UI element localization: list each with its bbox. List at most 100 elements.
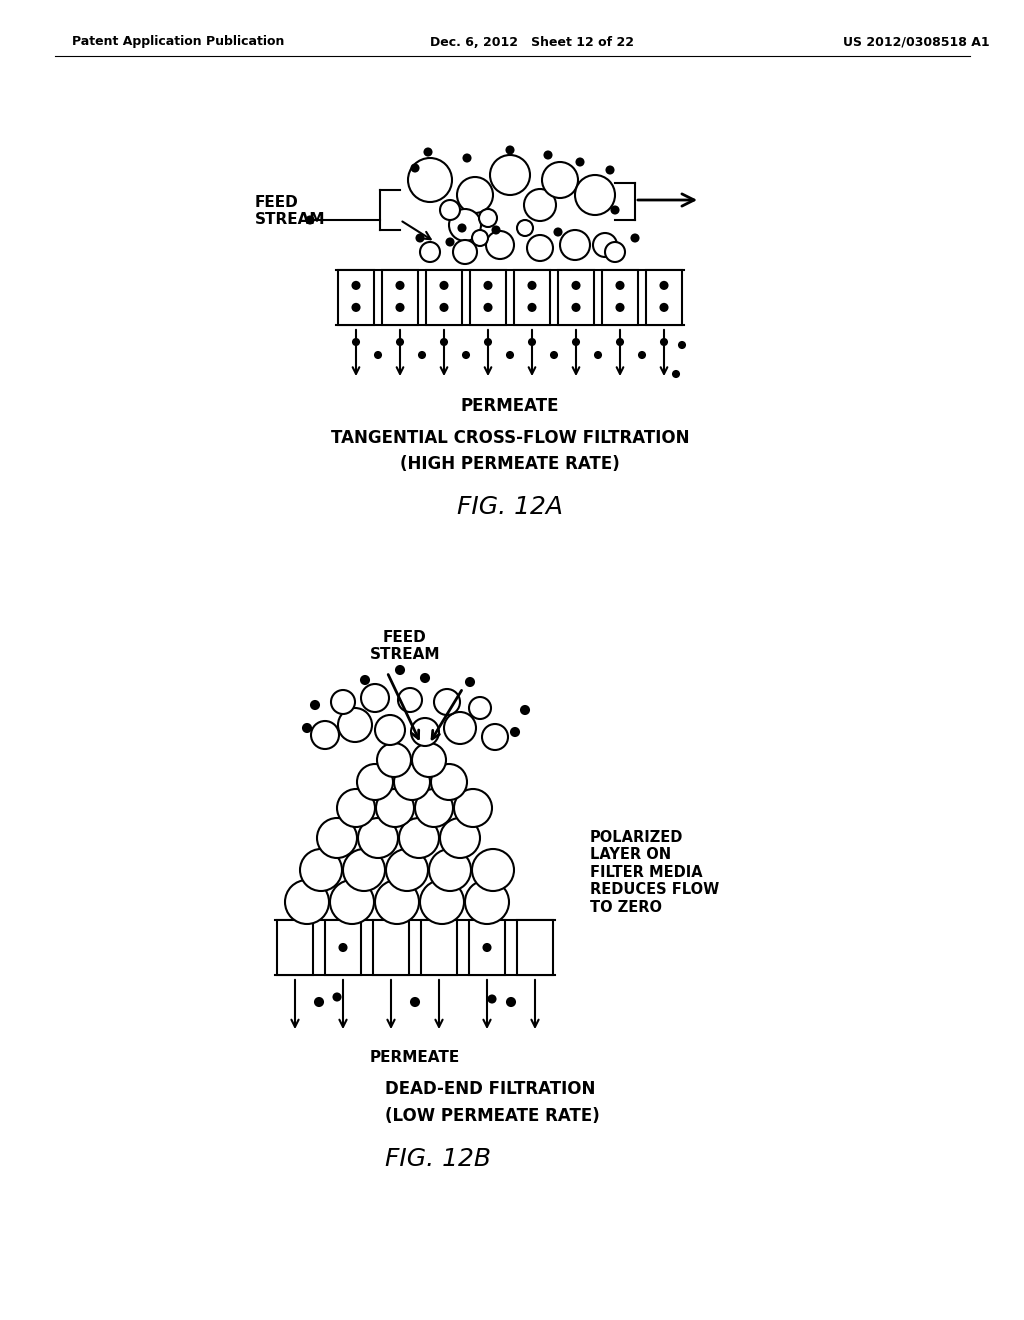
Circle shape bbox=[425, 149, 431, 156]
Text: (HIGH PERMEATE RATE): (HIGH PERMEATE RATE) bbox=[400, 455, 620, 473]
Circle shape bbox=[528, 282, 536, 289]
Circle shape bbox=[449, 209, 481, 242]
Circle shape bbox=[394, 764, 430, 800]
Circle shape bbox=[511, 729, 519, 737]
Circle shape bbox=[616, 282, 624, 289]
Text: Patent Application Publication: Patent Application Publication bbox=[72, 36, 285, 49]
Circle shape bbox=[420, 242, 440, 261]
Circle shape bbox=[412, 743, 446, 777]
Circle shape bbox=[340, 944, 346, 950]
Circle shape bbox=[484, 282, 492, 289]
Bar bbox=[278, 920, 313, 975]
Circle shape bbox=[411, 998, 419, 1006]
Circle shape bbox=[334, 994, 341, 1001]
Bar bbox=[470, 271, 506, 325]
Circle shape bbox=[353, 339, 359, 345]
Bar bbox=[421, 920, 457, 975]
Circle shape bbox=[472, 849, 514, 891]
Bar bbox=[514, 271, 550, 325]
Circle shape bbox=[464, 154, 470, 161]
Circle shape bbox=[444, 711, 476, 744]
Circle shape bbox=[639, 352, 645, 358]
Text: POLARIZED
LAYER ON
FILTER MEDIA
REDUCES FLOW
TO ZERO: POLARIZED LAYER ON FILTER MEDIA REDUCES … bbox=[590, 830, 719, 915]
Circle shape bbox=[376, 789, 414, 828]
Circle shape bbox=[616, 304, 624, 312]
Circle shape bbox=[399, 818, 439, 858]
Circle shape bbox=[429, 849, 471, 891]
Circle shape bbox=[420, 880, 464, 924]
Circle shape bbox=[343, 849, 385, 891]
Text: (LOW PERMEATE RATE): (LOW PERMEATE RATE) bbox=[385, 1107, 600, 1125]
Circle shape bbox=[483, 944, 490, 950]
Circle shape bbox=[488, 995, 496, 1002]
Circle shape bbox=[605, 242, 625, 261]
Circle shape bbox=[593, 234, 617, 257]
Circle shape bbox=[527, 235, 553, 261]
Circle shape bbox=[572, 304, 580, 312]
Text: Dec. 6, 2012   Sheet 12 of 22: Dec. 6, 2012 Sheet 12 of 22 bbox=[430, 36, 634, 49]
Circle shape bbox=[421, 675, 429, 682]
Text: FEED
STREAM: FEED STREAM bbox=[255, 195, 326, 227]
Bar bbox=[469, 920, 505, 975]
Bar bbox=[382, 271, 418, 325]
Circle shape bbox=[459, 224, 466, 231]
Circle shape bbox=[575, 176, 615, 215]
Text: US 2012/0308518 A1: US 2012/0308518 A1 bbox=[844, 36, 990, 49]
Circle shape bbox=[361, 684, 389, 711]
Circle shape bbox=[572, 282, 580, 289]
Circle shape bbox=[311, 701, 319, 709]
Circle shape bbox=[465, 880, 509, 924]
Circle shape bbox=[472, 230, 488, 246]
Circle shape bbox=[577, 158, 584, 165]
Circle shape bbox=[457, 177, 493, 213]
Circle shape bbox=[529, 339, 535, 345]
Circle shape bbox=[551, 352, 557, 358]
Circle shape bbox=[396, 282, 403, 289]
Circle shape bbox=[397, 339, 403, 345]
Circle shape bbox=[386, 849, 428, 891]
Circle shape bbox=[415, 789, 453, 828]
Text: PERMEATE: PERMEATE bbox=[370, 1049, 460, 1065]
Circle shape bbox=[306, 216, 313, 223]
Circle shape bbox=[417, 235, 424, 242]
Circle shape bbox=[660, 282, 668, 289]
Circle shape bbox=[493, 227, 500, 234]
Circle shape bbox=[573, 339, 579, 345]
Text: FEED
STREAM: FEED STREAM bbox=[370, 630, 440, 663]
Circle shape bbox=[521, 706, 529, 714]
Circle shape bbox=[595, 352, 601, 358]
Circle shape bbox=[490, 154, 530, 195]
Bar bbox=[602, 271, 638, 325]
Text: TANGENTIAL CROSS-FLOW FILTRATION: TANGENTIAL CROSS-FLOW FILTRATION bbox=[331, 429, 689, 447]
Circle shape bbox=[337, 789, 375, 828]
Text: PERMEATE: PERMEATE bbox=[461, 397, 559, 414]
Circle shape bbox=[300, 849, 342, 891]
Bar bbox=[325, 920, 361, 975]
Circle shape bbox=[482, 723, 508, 750]
Circle shape bbox=[377, 743, 411, 777]
Circle shape bbox=[440, 818, 480, 858]
Circle shape bbox=[412, 165, 419, 172]
Circle shape bbox=[357, 764, 393, 800]
Circle shape bbox=[338, 708, 372, 742]
Circle shape bbox=[419, 352, 425, 358]
Circle shape bbox=[673, 371, 679, 378]
Circle shape bbox=[285, 880, 329, 924]
Circle shape bbox=[454, 789, 492, 828]
Bar bbox=[558, 271, 594, 325]
Bar bbox=[338, 271, 374, 325]
Circle shape bbox=[453, 240, 477, 264]
Circle shape bbox=[485, 339, 490, 345]
Circle shape bbox=[507, 147, 513, 153]
Circle shape bbox=[560, 230, 590, 260]
Circle shape bbox=[311, 721, 339, 748]
Circle shape bbox=[317, 818, 357, 858]
Circle shape bbox=[662, 339, 667, 345]
Circle shape bbox=[352, 282, 359, 289]
Circle shape bbox=[524, 189, 556, 220]
Circle shape bbox=[611, 206, 618, 214]
Circle shape bbox=[517, 220, 534, 236]
Circle shape bbox=[545, 152, 552, 158]
Text: FIG. 12B: FIG. 12B bbox=[385, 1147, 490, 1171]
Circle shape bbox=[396, 304, 403, 312]
